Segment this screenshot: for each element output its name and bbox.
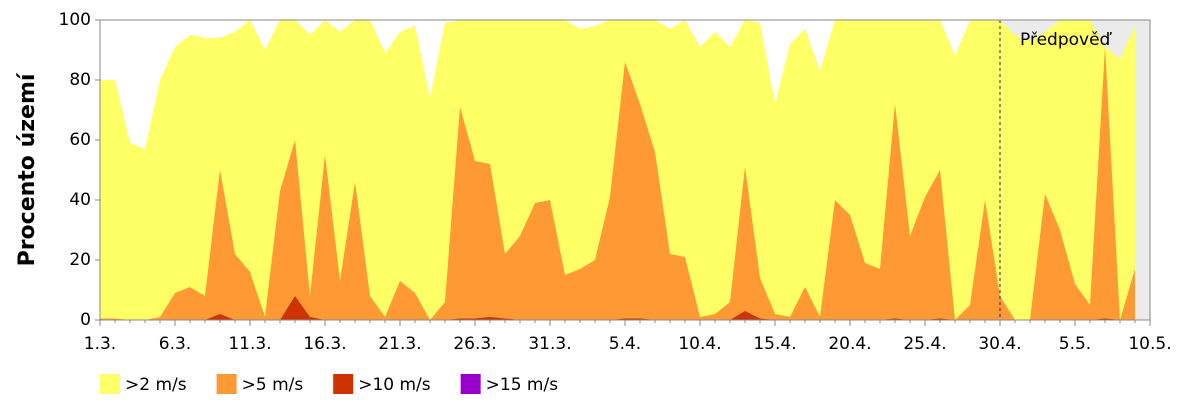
x-tick-label: 11.3. bbox=[228, 334, 271, 354]
x-tick-label: 26.3. bbox=[453, 334, 496, 354]
x-tick-label: 10.5. bbox=[1128, 334, 1171, 354]
x-tick-label: 10.4. bbox=[678, 334, 721, 354]
x-tick-label: 5.5. bbox=[1059, 334, 1091, 354]
area bbox=[100, 47, 1135, 320]
legend-swatch bbox=[216, 374, 237, 394]
x-tick-label: 16.3. bbox=[303, 334, 346, 354]
x-tick-label: 1.3. bbox=[84, 334, 116, 354]
legend-label: >2 m/s bbox=[125, 375, 187, 395]
y-tick-label: 100 bbox=[59, 10, 91, 30]
y-tick-label: 20 bbox=[69, 250, 91, 270]
x-tick-label: 25.4. bbox=[903, 334, 946, 354]
legend-swatch bbox=[460, 374, 481, 394]
x-tick-label: 6.3. bbox=[159, 334, 191, 354]
legend-label: >10 m/s bbox=[358, 375, 431, 395]
y-tick-label: 80 bbox=[69, 70, 91, 90]
x-tick-label: 15.4. bbox=[753, 334, 796, 354]
x-tick-label: 30.4. bbox=[978, 334, 1021, 354]
x-tick-label: 21.3. bbox=[378, 334, 421, 354]
y-axis-title: Procento území bbox=[15, 72, 40, 266]
legend-swatch bbox=[100, 374, 120, 394]
legend-label: >15 m/s bbox=[486, 375, 559, 395]
y-tick-label: 60 bbox=[69, 130, 91, 150]
y-tick-label: 40 bbox=[69, 190, 91, 210]
y-tick-label: 0 bbox=[80, 310, 91, 330]
x-tick-label: 5.4. bbox=[609, 334, 641, 354]
x-tick-label: 20.4. bbox=[828, 334, 871, 354]
x-tick-label: 31.3. bbox=[528, 334, 571, 354]
forecast-label: Předpověď bbox=[1020, 30, 1113, 50]
legend-swatch bbox=[333, 374, 354, 394]
legend-label: >5 m/s bbox=[242, 375, 304, 395]
